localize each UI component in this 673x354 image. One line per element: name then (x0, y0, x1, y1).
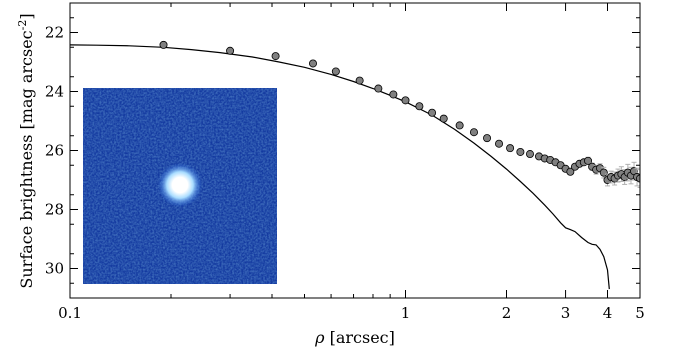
data-point (374, 84, 383, 93)
y-axis-label-text: Surface brightness [mag arcsec (17, 30, 36, 288)
y-tick-label: 26 (45, 142, 64, 160)
data-point (355, 76, 364, 85)
y-axis-label-superscript: -2 (16, 20, 29, 31)
data-point (506, 144, 515, 153)
x-tick-label: 3 (561, 304, 571, 322)
x-axis-label-text: [arcsec] (325, 328, 395, 347)
data-point (428, 108, 437, 117)
data-point (495, 139, 504, 148)
data-point (159, 40, 168, 49)
y-axis-label: Surface brightness [mag arcsec-2] (16, 13, 36, 288)
data-point (455, 121, 464, 130)
x-tick-label: 1 (401, 304, 411, 322)
data-point (415, 102, 424, 111)
data-point (331, 67, 340, 76)
data-point (483, 134, 492, 143)
y-tick-label: 24 (45, 83, 64, 101)
y-axis: 22 24 26 28 30 (45, 17, 640, 284)
data-point (566, 167, 575, 176)
x-tick-label: 5 (635, 304, 645, 322)
data-layer (70, 40, 640, 290)
x-axis-label-symbol: ρ (314, 328, 325, 347)
data-point (401, 96, 410, 105)
data-point (389, 90, 398, 99)
data-point (516, 147, 525, 156)
inset-source-core (172, 177, 188, 193)
x-tick-label: 0.1 (58, 304, 82, 322)
y-tick-label: 30 (45, 260, 64, 278)
model-profile-line (70, 44, 610, 290)
x-tick-label: 2 (502, 304, 512, 322)
data-point (271, 52, 280, 61)
data-point (226, 46, 235, 55)
data-point (469, 128, 478, 137)
y-axis-label-close: ] (17, 13, 36, 19)
x-axis-label: ρ [arcsec] (314, 328, 395, 347)
data-point (584, 156, 593, 165)
data-point (439, 114, 448, 123)
x-axis: 0.1 1 2 3 4 5 (58, 3, 645, 322)
data-point (308, 59, 317, 68)
data-point (636, 174, 640, 183)
y-tick-label: 22 (45, 24, 64, 42)
y-tick-label: 28 (45, 201, 64, 219)
x-tick-label: 4 (603, 304, 613, 322)
data-point (525, 150, 534, 159)
inset-image (83, 88, 277, 284)
data-point (599, 168, 608, 177)
